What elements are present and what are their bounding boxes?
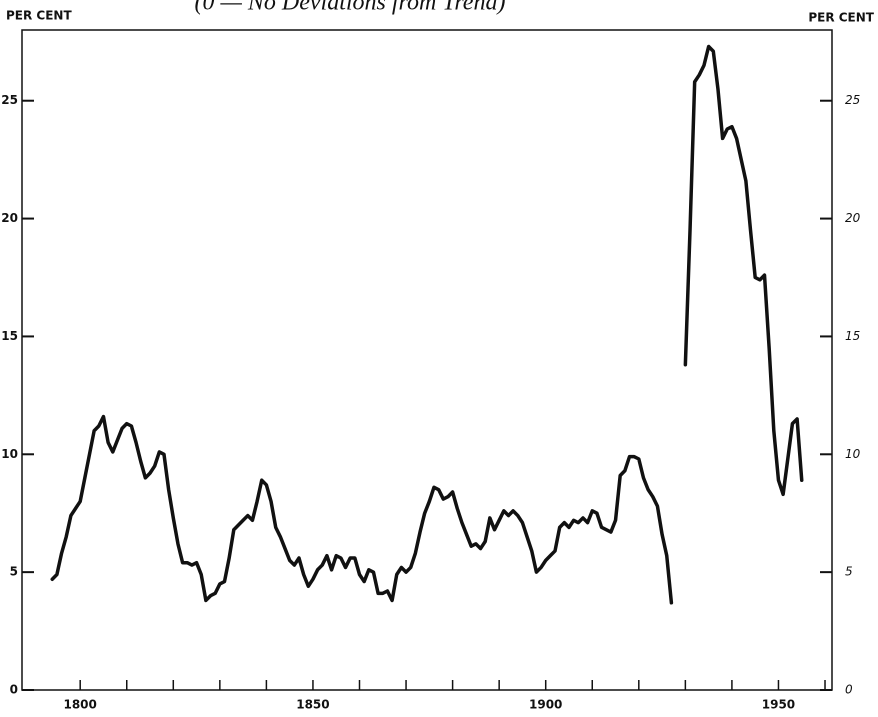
x-tick-label: 1900: [529, 698, 562, 712]
y-tick-label: 15: [1, 329, 18, 343]
y-tick-label: 25: [1, 93, 18, 107]
x-tick-label: 1800: [63, 698, 96, 712]
y-tick-label: 5: [10, 565, 18, 579]
y2-tick-label: 5: [845, 565, 853, 579]
data-line: [50, 44, 804, 605]
y-axis-label: PER CENT: [6, 9, 72, 23]
y2-tick-label: 25: [845, 93, 860, 107]
y-tick-label: 20: [1, 211, 18, 225]
y2-tick-label: 0: [845, 683, 853, 697]
y2-tick-label: 15: [845, 329, 860, 343]
x-tick-label: 1850: [296, 698, 329, 712]
y-tick-label: 0: [10, 683, 18, 697]
y-tick-label: 10: [1, 447, 18, 461]
y2-tick-label: 10: [845, 447, 861, 461]
plot-frame: [21, 29, 833, 691]
chart-title: (0 — No Deviations from Trend): [195, 0, 506, 16]
y2-tick-label: 20: [845, 211, 861, 225]
y2-axis-label: PER CENT: [808, 11, 874, 25]
x-tick-label: 1950: [762, 698, 795, 712]
